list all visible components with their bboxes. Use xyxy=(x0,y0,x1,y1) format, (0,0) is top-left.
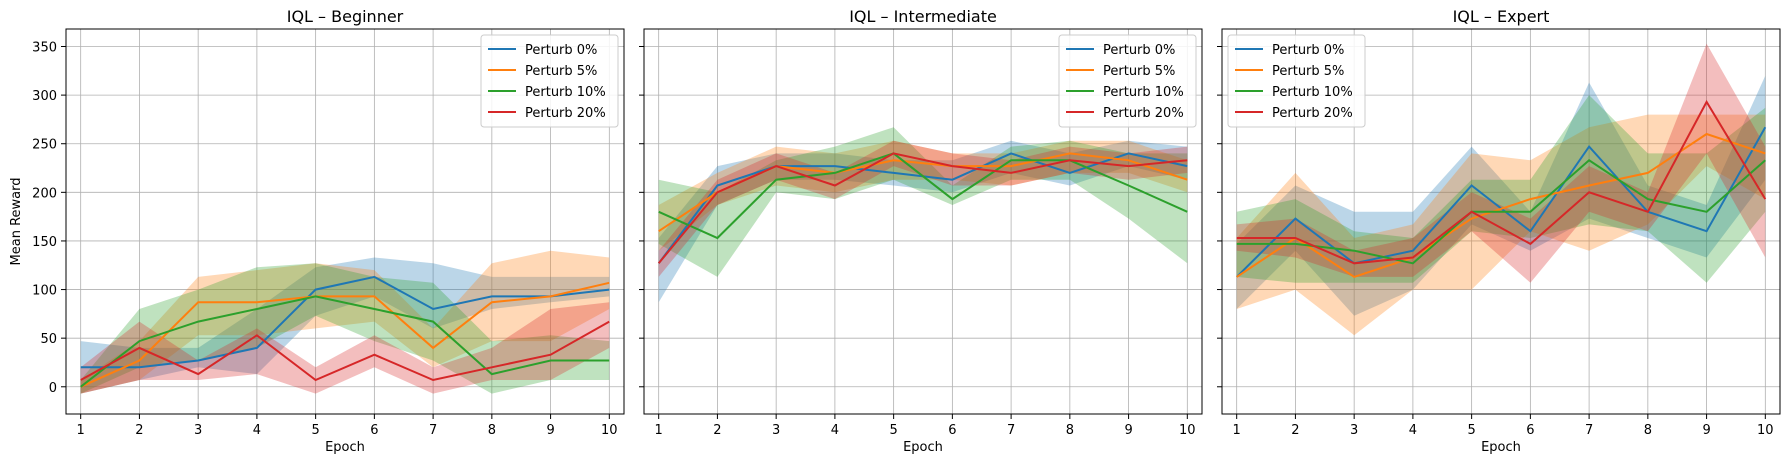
legend-label-4: Perturb 20% xyxy=(1103,106,1184,121)
legend-box xyxy=(1227,34,1366,128)
x-tick-label: 3 xyxy=(1350,423,1358,438)
x-tick-label: 9 xyxy=(546,423,554,438)
x-axis-label: Epoch xyxy=(1481,440,1521,455)
x-tick-label: 4 xyxy=(831,423,839,438)
x-tick-label: 2 xyxy=(135,423,143,438)
series-band-4 xyxy=(658,140,1188,277)
x-tick-label: 1 xyxy=(655,423,663,438)
x-tick-label: 6 xyxy=(948,423,956,438)
chart-title: IQL – Beginner xyxy=(287,7,404,26)
legend-label-1: Perturb 0% xyxy=(1272,43,1344,58)
x-tick-label: 4 xyxy=(1409,423,1417,438)
x-tick-label: 1 xyxy=(1233,423,1241,438)
legend-label-4: Perturb 20% xyxy=(525,106,606,121)
x-tick-label: 5 xyxy=(311,423,319,438)
x-tick-label: 7 xyxy=(1007,423,1015,438)
chart-panel-2: 1 2 3 4 5 6 7 8 9 10 IQL – Intermediate Epoch Pertur… xyxy=(639,7,1203,455)
series-line-4 xyxy=(80,320,610,382)
x-tick-label: 1 xyxy=(77,423,85,438)
x-tick-label: 10 xyxy=(1757,423,1774,438)
series-line-4 xyxy=(1236,99,1767,265)
x-tick-label: 9 xyxy=(1124,423,1132,438)
series-band-3 xyxy=(658,127,1188,277)
legend-label-4: Perturb 20% xyxy=(1272,106,1353,121)
series-band-2 xyxy=(1236,114,1766,336)
legend-label-3: Perturb 10% xyxy=(1103,85,1184,100)
x-axis-label: Epoch xyxy=(325,440,365,455)
series-line-3 xyxy=(80,295,610,388)
series-line-3 xyxy=(1236,159,1766,265)
x-tick-label: 5 xyxy=(1467,423,1475,438)
legend: Perturb 0% Perturb 5% Perturb 10% Perturb 2… xyxy=(480,34,619,128)
x-tick-label: 8 xyxy=(488,423,496,438)
x-tick-label: 8 xyxy=(1066,423,1074,438)
x-tick-label: 3 xyxy=(772,423,780,438)
legend-label-3: Perturb 10% xyxy=(1272,85,1353,100)
axes-frame xyxy=(643,28,1203,415)
x-tick-label: 8 xyxy=(1644,423,1652,438)
series-band-1 xyxy=(1236,75,1766,316)
y-tick-label: 100 xyxy=(32,284,57,299)
x-tick-label: 6 xyxy=(1526,423,1534,438)
legend: Perturb 0% Perturb 5% Perturb 10% Perturb 2… xyxy=(1227,34,1366,128)
x-tick-label: 9 xyxy=(1702,423,1710,438)
series-line-2 xyxy=(1236,132,1766,279)
series-line-3 xyxy=(658,152,1188,240)
legend-label-2: Perturb 5% xyxy=(1103,64,1175,79)
y-tick-label: 250 xyxy=(32,138,57,153)
x-tick-label: 3 xyxy=(194,423,202,438)
x-tick-label: 10 xyxy=(1179,423,1196,438)
y-tick-label: 150 xyxy=(32,235,57,250)
axes-frame xyxy=(1221,28,1781,415)
chart-title: IQL – Expert xyxy=(1453,7,1550,26)
legend-label-1: Perturb 0% xyxy=(525,43,597,58)
x-tick-label: 2 xyxy=(1291,423,1299,438)
chart-title: IQL – Intermediate xyxy=(849,7,997,26)
y-tick-label: 50 xyxy=(40,332,57,347)
x-tick-label: 7 xyxy=(429,423,437,438)
series-band-1 xyxy=(658,140,1188,303)
legend-label-1: Perturb 0% xyxy=(1103,43,1175,58)
series-band-2 xyxy=(80,250,610,394)
series-band-1 xyxy=(80,257,610,394)
y-axis-label: Mean Reward xyxy=(9,178,24,266)
legend-label-2: Perturb 5% xyxy=(1272,64,1344,79)
legend: Perturb 0% Perturb 5% Perturb 10% Perturb 2… xyxy=(1058,34,1197,128)
x-tick-label: 6 xyxy=(370,423,378,438)
x-tick-label: 10 xyxy=(601,423,618,438)
legend-box xyxy=(480,34,619,128)
legend-box xyxy=(1058,34,1197,128)
x-tick-label: 2 xyxy=(713,423,721,438)
x-tick-label: 4 xyxy=(253,423,261,438)
series-band-3 xyxy=(1236,95,1766,283)
y-tick-label: 0 xyxy=(49,381,57,396)
x-axis-label: Epoch xyxy=(903,440,943,455)
series-line-4 xyxy=(657,152,1188,264)
series-line-1 xyxy=(80,275,610,369)
series-band-4 xyxy=(1236,43,1766,283)
x-tick-label: 7 xyxy=(1585,423,1593,438)
legend-label-3: Perturb 10% xyxy=(525,85,606,100)
x-tick-label: 5 xyxy=(889,423,897,438)
legend-label-2: Perturb 5% xyxy=(525,64,597,79)
y-tick-label: 200 xyxy=(32,186,57,201)
y-tick-label: 350 xyxy=(32,41,57,56)
axes-frame xyxy=(65,28,625,415)
y-tick-label: 300 xyxy=(32,89,57,104)
